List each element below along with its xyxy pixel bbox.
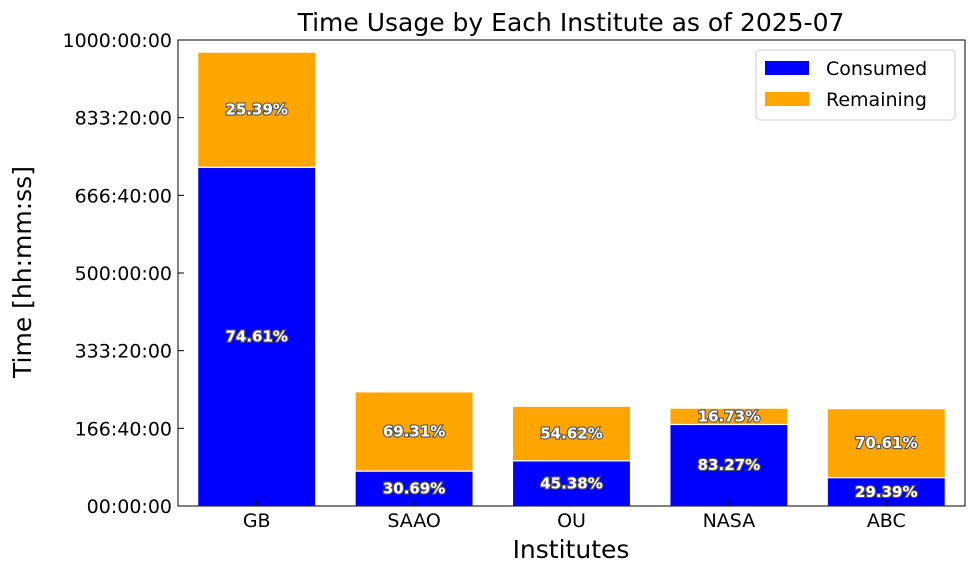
y-tick-label: 166:40:00 (75, 418, 172, 440)
data-label-remaining-nasa: 16.73% (698, 407, 760, 425)
x-tick-label-gb: GB (243, 510, 271, 532)
data-label-consumed-abc: 29.39% (855, 483, 917, 501)
bar-remaining-abc (826, 408, 946, 479)
bar-remaining-nasa (669, 407, 789, 426)
legend-label-consumed: Consumed (826, 58, 927, 80)
bar-remaining-gb (197, 51, 317, 168)
bar-labels-group: 74.61% 25.39% 30.69% 69.31% 45.38% 54.62% 83.2… (224, 100, 918, 502)
y-tick-label: 666:40:00 (75, 185, 172, 207)
data-label-consumed-gb: 74.61% (225, 328, 287, 346)
bar-consumed-gb (197, 166, 317, 507)
data-label-consumed-ou: 45.38% (540, 474, 602, 492)
x-tick-label-ou: OU (557, 510, 586, 532)
bars-group (197, 51, 946, 507)
y-tick-label: 1000:00:00 (62, 30, 172, 52)
data-label-remaining-saao: 69.31% (383, 422, 445, 440)
legend-label-remaining: Remaining (826, 89, 927, 111)
y-tick-label: 833:20:00 (75, 108, 172, 130)
data-label-consumed-saao: 30.69% (383, 480, 445, 498)
x-tick-label-abc: ABC (867, 510, 906, 532)
y-axis-label: Time [hh:mm:ss] (8, 166, 37, 379)
legend: Consumed Remaining (755, 49, 956, 121)
y-tick-label: 00:00:00 (87, 496, 172, 518)
chart-title: Time Usage by Each Institute as of 2025-… (297, 8, 845, 37)
y-tick-label: 333:20:00 (75, 341, 172, 363)
x-tick-label-saao: SAAO (387, 510, 441, 532)
x-axis-label: Institutes (513, 535, 630, 564)
bar-remaining-ou (511, 405, 632, 462)
legend-swatch-consumed (765, 61, 809, 75)
data-label-remaining-abc: 70.61% (855, 434, 917, 452)
bar-remaining-saao (354, 391, 474, 472)
legend-swatch-remaining (765, 92, 809, 106)
axes-group: GB SAAO OU NASA ABC 00:00:00 166:40:00 333:20:0… (62, 30, 966, 532)
x-tick-label-nasa: NASA (703, 510, 756, 532)
data-label-consumed-nasa: 83.27% (698, 456, 760, 474)
y-tick-label: 500:00:00 (75, 263, 172, 285)
data-label-remaining-ou: 54.62% (540, 425, 602, 443)
data-label-remaining-gb: 25.39% (225, 101, 287, 119)
